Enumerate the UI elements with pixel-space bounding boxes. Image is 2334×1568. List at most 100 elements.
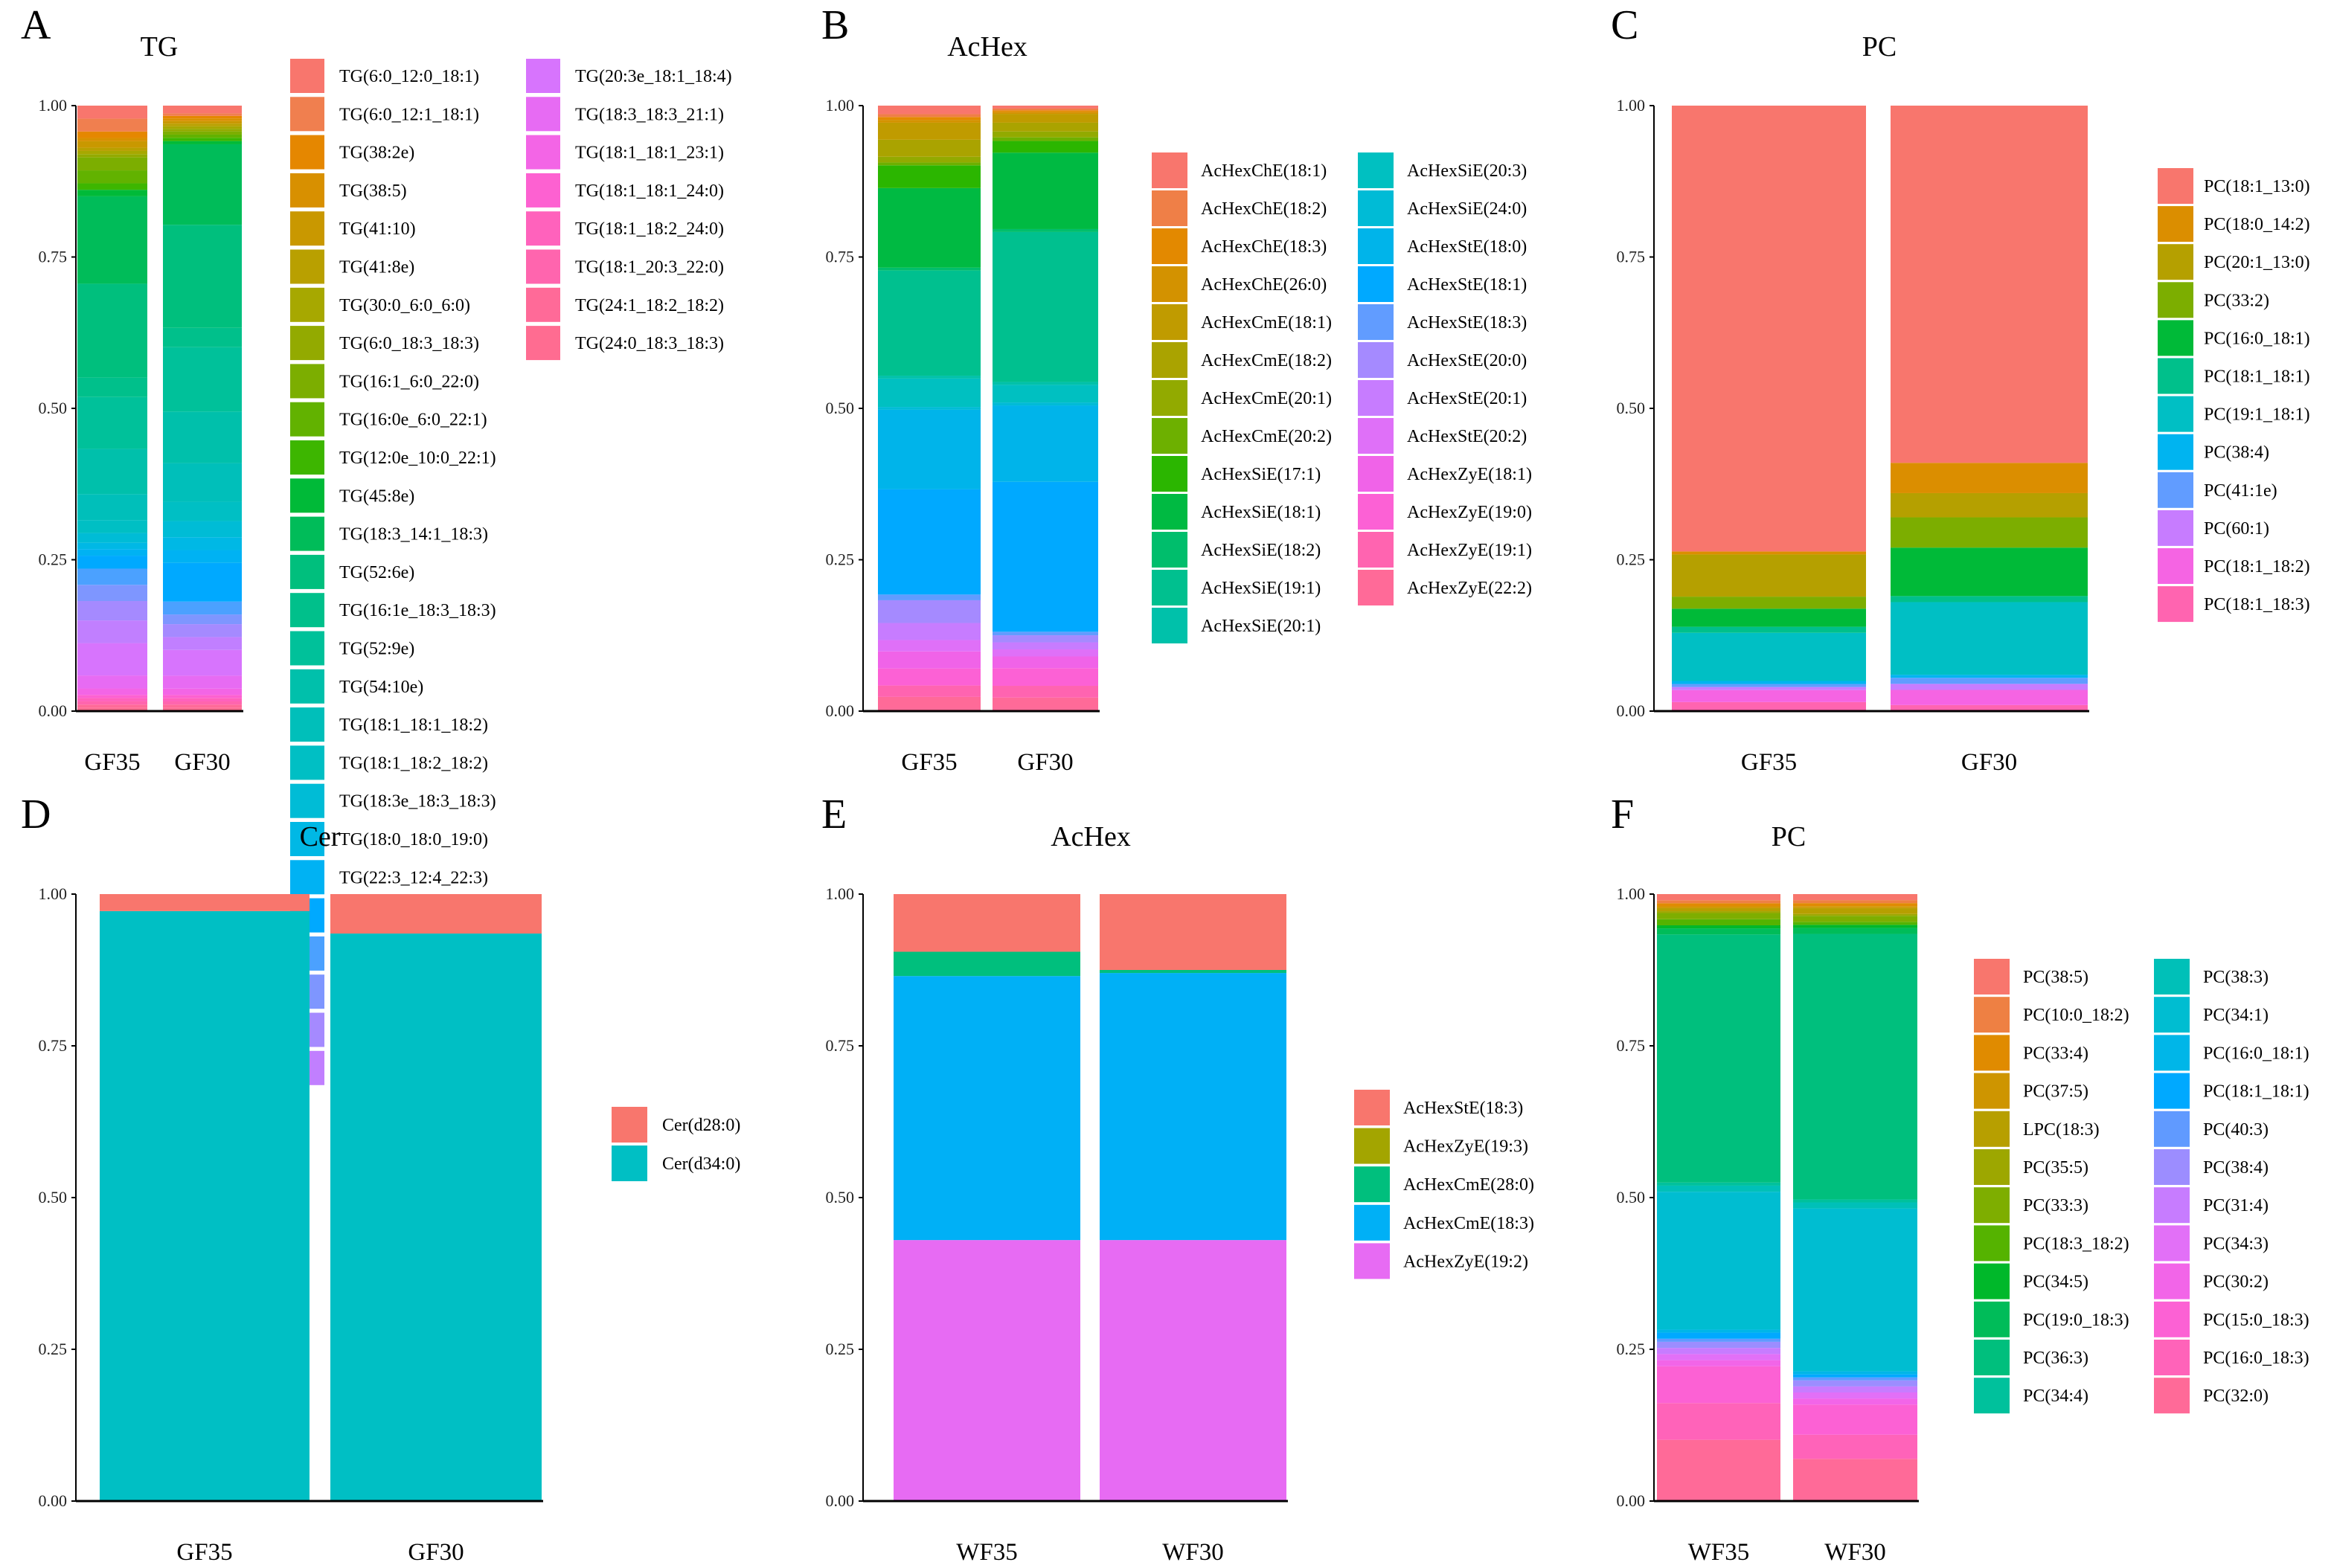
- legend-label: AcHexCmE(20:1): [1201, 389, 1332, 408]
- bar-segment: [878, 668, 981, 686]
- bar-segment: [1891, 517, 2088, 548]
- legend-swatch: [290, 326, 324, 361]
- legend-swatch: [290, 745, 324, 780]
- bar-segment: [993, 405, 1098, 482]
- y-tick-label: 0.50: [39, 1188, 68, 1206]
- legend-swatch: [1358, 152, 1394, 188]
- bar-segment: [77, 620, 147, 643]
- bar-segment: [1672, 684, 1866, 687]
- bar-segment: [1672, 608, 1866, 627]
- y-tick-label: 1.00: [826, 884, 855, 903]
- legend-label: PC(40:3): [2203, 1120, 2269, 1140]
- bar-segment: [878, 267, 981, 271]
- legend-label: AcHexSiE(19:1): [1201, 579, 1321, 598]
- legend-swatch: [1974, 1187, 2010, 1224]
- legend-label: TG(38:2e): [339, 144, 414, 163]
- legend-label: PC(38:3): [2203, 968, 2269, 987]
- bar-segment: [77, 701, 147, 705]
- y-tick-label: 0.50: [1617, 399, 1646, 417]
- legend-swatch: [1152, 418, 1187, 454]
- legend-label: AcHexChE(18:1): [1201, 161, 1327, 181]
- panel-title: TG: [141, 31, 179, 62]
- bar-segment: [1793, 1202, 1917, 1209]
- bar-segment: [878, 489, 981, 595]
- x-tick-label: GF35: [176, 1539, 232, 1566]
- bar-segment: [77, 643, 147, 676]
- legend-label: Cer(d28:0): [662, 1116, 740, 1135]
- legend-label: PC(32:0): [2203, 1387, 2269, 1406]
- bar-segment: [77, 675, 147, 689]
- bar-segment: [993, 106, 1098, 109]
- bar-segment: [163, 688, 242, 695]
- bar-segment: [993, 656, 1098, 669]
- bar-segment: [1793, 1377, 1917, 1381]
- bar-segment: [163, 327, 242, 347]
- legend-label: PC(18:3_18:2): [2023, 1234, 2129, 1253]
- legend-swatch: [2158, 320, 2193, 356]
- bar-segment: [77, 106, 147, 119]
- bar-segment: [77, 542, 147, 550]
- bar-segment: [993, 632, 1098, 636]
- bar-segment: [993, 642, 1098, 650]
- panel-f: F PC WF35 WF30 0.00 0.25 0.50 0.75 1.00 PC(38:5) P…: [1611, 791, 2309, 1566]
- bar-segment: [1891, 684, 2088, 690]
- legend-label: AcHexChE(18:2): [1201, 199, 1327, 219]
- bar-segment: [993, 668, 1098, 687]
- bar-segment: [163, 675, 242, 689]
- legend-swatch: [2158, 548, 2193, 584]
- legend-swatch: [1974, 1149, 2010, 1185]
- bar-segment: [1672, 106, 1866, 552]
- legend-swatch: [1974, 1301, 2010, 1337]
- legend-swatch: [290, 669, 324, 704]
- bar-segment: [1657, 934, 1780, 1183]
- bar-segment: [77, 157, 147, 171]
- legend-swatch: [2154, 1187, 2190, 1224]
- legend-label: PC(34:5): [2023, 1273, 2088, 1292]
- legend-label: PC(15:0_18:3): [2203, 1311, 2309, 1330]
- bar-segment: [1100, 894, 1286, 970]
- bar-segment: [163, 347, 242, 412]
- bar-segment: [163, 501, 242, 521]
- legend-swatch: [1152, 570, 1187, 605]
- bar-segment: [878, 139, 981, 157]
- legend-swatch: [290, 211, 324, 246]
- legend-label: AcHexZyE(19:0): [1407, 503, 1532, 522]
- legend-label: AcHexZyE(18:1): [1407, 465, 1532, 484]
- legend-swatch: [290, 516, 324, 551]
- bar-segment: [77, 283, 147, 378]
- bar-segment: [1793, 1374, 1917, 1378]
- bar-segment: [894, 951, 1080, 977]
- legend-swatch: [526, 173, 560, 208]
- legend-label: TG(16:0e_6:0_22:1): [339, 411, 487, 430]
- legend-swatch: [290, 822, 324, 856]
- bar-segment: [77, 138, 147, 141]
- bar-segment: [993, 131, 1098, 138]
- bar-segment: [878, 120, 981, 123]
- x-tick-label: WF30: [1824, 1539, 1886, 1566]
- legend-swatch: [2154, 997, 2190, 1033]
- legend-swatch: [2158, 472, 2193, 508]
- bar-segment: [1657, 1348, 1780, 1355]
- legend-swatch: [1152, 228, 1187, 264]
- legend-label: AcHexStE(20:2): [1407, 427, 1527, 446]
- legend-swatch: [1358, 456, 1394, 492]
- legend-label: PC(18:1_13:0): [2204, 177, 2310, 196]
- x-tick-label: GF30: [174, 749, 230, 776]
- legend-swatch: [2158, 282, 2193, 318]
- x-tick-label: GF30: [1961, 749, 2017, 776]
- bar-segment: [878, 640, 981, 652]
- bar-segment: [1891, 690, 2088, 705]
- bar-segment: [1657, 1192, 1780, 1330]
- y-tick-label: 1.00: [1617, 96, 1646, 115]
- bar-segment: [1657, 911, 1780, 913]
- bar-segment: [878, 600, 981, 623]
- bar-segment: [1657, 1185, 1780, 1192]
- bar-segment: [77, 585, 147, 601]
- bar-segment: [77, 190, 147, 196]
- legend-swatch: [526, 326, 560, 361]
- bar-segment: [894, 976, 1080, 1241]
- bar-segment: [1672, 632, 1866, 681]
- legend-swatch: [1152, 380, 1187, 416]
- bar-segment: [894, 1240, 1080, 1501]
- legend-swatch: [290, 554, 324, 589]
